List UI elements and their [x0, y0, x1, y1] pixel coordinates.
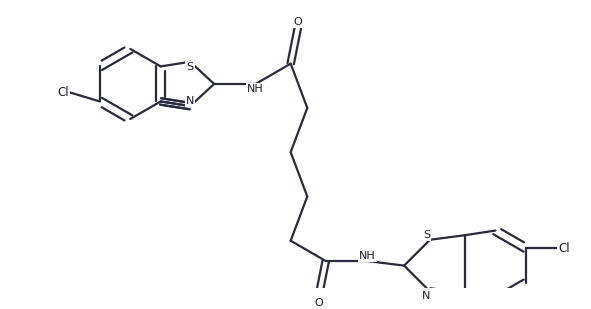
- Text: N: N: [421, 291, 430, 302]
- Text: NH: NH: [359, 251, 376, 261]
- Text: S: S: [187, 62, 194, 72]
- Text: NH: NH: [247, 84, 264, 94]
- Text: O: O: [294, 17, 303, 27]
- Text: O: O: [314, 298, 323, 308]
- Text: Cl: Cl: [57, 86, 69, 99]
- Text: N: N: [186, 96, 194, 106]
- Text: Cl: Cl: [558, 242, 570, 255]
- Text: S: S: [423, 230, 430, 240]
